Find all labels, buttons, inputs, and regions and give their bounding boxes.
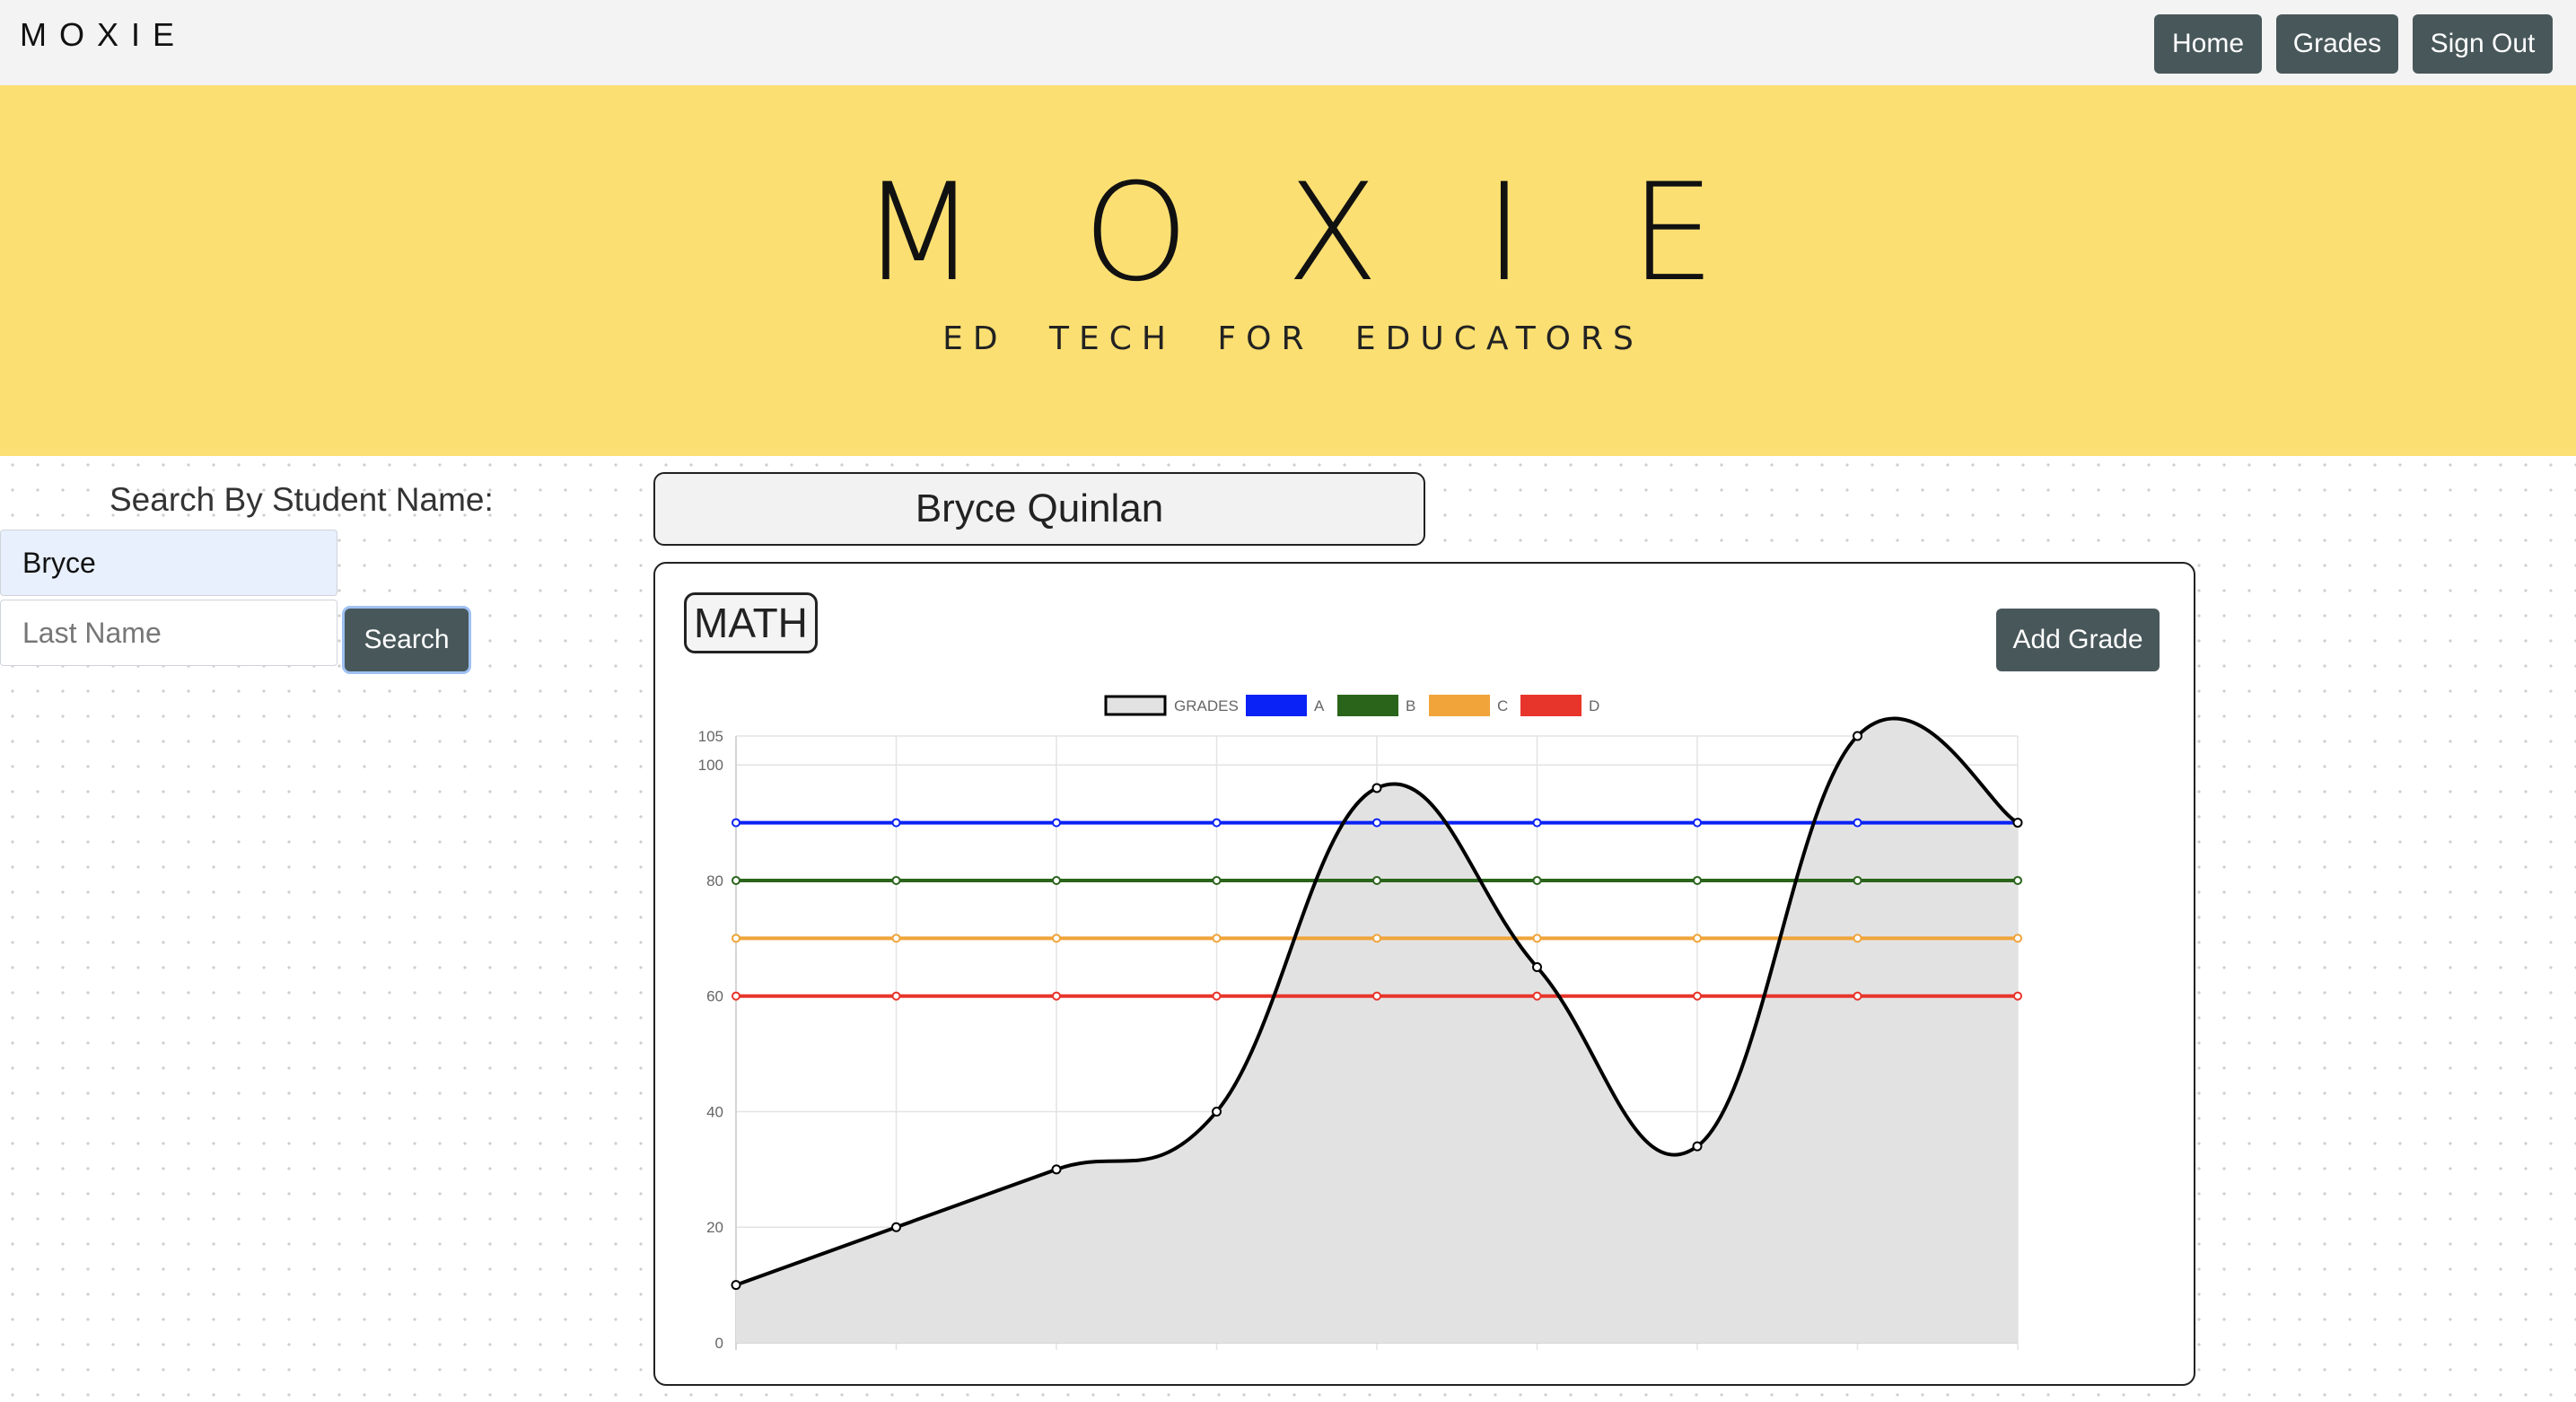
- series-point-c: [1212, 933, 1222, 943]
- search-button[interactable]: Search: [345, 609, 469, 671]
- series-point-c: [1693, 933, 1702, 943]
- grades-point: [1692, 1141, 1703, 1152]
- sign-out-button[interactable]: Sign Out: [2413, 14, 2553, 74]
- series-point-c: [2013, 933, 2022, 943]
- series-point-d: [1532, 991, 1542, 1001]
- grades-point: [2012, 818, 2023, 828]
- subject-label: MATH: [684, 592, 818, 653]
- grades-point: [1371, 783, 1382, 793]
- series-point-c: [732, 933, 740, 943]
- y-tick-label: 40: [706, 1103, 723, 1120]
- series-point-c: [891, 933, 901, 943]
- series-point-d: [732, 991, 740, 1001]
- student-name: Bryce Quinlan: [653, 472, 1425, 546]
- legend-swatch-c: [1429, 695, 1490, 716]
- series-point-a: [1532, 818, 1542, 828]
- series-point-b: [1212, 875, 1222, 885]
- series-point-d: [2013, 991, 2022, 1001]
- nav-brand[interactable]: MOXIE: [20, 16, 188, 53]
- grades-point: [891, 1222, 901, 1232]
- series-point-a: [1853, 818, 1862, 828]
- legend-swatch-a: [1246, 695, 1307, 716]
- series-point-b: [1693, 875, 1702, 885]
- series-point-c: [1853, 933, 1862, 943]
- y-tick-label: 0: [715, 1335, 723, 1352]
- legend-label-c: C: [1497, 697, 1508, 714]
- series-point-d: [1853, 991, 1862, 1001]
- legend-swatch-grades: [1104, 695, 1167, 716]
- series-point-a: [732, 818, 740, 828]
- y-tick-label: 60: [706, 988, 723, 1005]
- grades-chart: 0 20 40 60 80 100 105 GRADES A B C D: [698, 695, 2023, 1352]
- series-point-b: [1372, 875, 1381, 885]
- legend-swatch-b: [1337, 695, 1398, 716]
- grade-card: MATH Add Grade 0 20 40 60 80 100 105 GRADES A B C D: [653, 562, 2195, 1386]
- grades-point: [1051, 1164, 1062, 1175]
- top-navbar: MOXIE Home Grades Sign Out: [0, 0, 2576, 85]
- series-point-d: [1052, 991, 1061, 1001]
- add-grade-button[interactable]: Add Grade: [1996, 609, 2160, 671]
- y-tick-label: 80: [706, 872, 723, 889]
- y-tick-label: 20: [706, 1219, 723, 1236]
- grades-button[interactable]: Grades: [2276, 14, 2398, 74]
- y-tick-label: 100: [698, 757, 723, 774]
- series-point-a: [891, 818, 901, 828]
- hero-logo: MOXIE: [861, 155, 1821, 311]
- series-point-c: [1052, 933, 1061, 943]
- hero-banner: MOXIE ED TECH FOR EDUCATORS: [0, 85, 2576, 456]
- series-point-b: [2013, 875, 2022, 885]
- series-point-c: [1372, 933, 1381, 943]
- grades-area: [736, 718, 2018, 1343]
- last-name-input[interactable]: Last Name: [0, 600, 337, 666]
- legend-swatch-d: [1520, 695, 1582, 716]
- series-point-a: [1372, 818, 1381, 828]
- y-tick-label: 105: [698, 728, 723, 745]
- series-point-a: [1212, 818, 1222, 828]
- hero-tagline: ED TECH FOR EDUCATORS: [942, 320, 1643, 357]
- series-point-b: [891, 875, 901, 885]
- first-name-input[interactable]: Bryce: [0, 530, 337, 596]
- series-point-b: [1532, 875, 1542, 885]
- series-point-d: [1212, 991, 1222, 1001]
- legend-label-b: B: [1406, 697, 1415, 714]
- series-point-b: [1853, 875, 1862, 885]
- grades-line: [735, 716, 2020, 1287]
- series-point-c: [1532, 933, 1542, 943]
- legend-label-grades: GRADES: [1174, 697, 1239, 714]
- series-point-d: [1693, 991, 1702, 1001]
- search-label: Search By Student Name:: [110, 481, 494, 518]
- series-point-a: [1052, 818, 1061, 828]
- legend-label-a: A: [1314, 697, 1325, 714]
- grades-point: [1853, 731, 1862, 741]
- series-point-a: [1693, 818, 1702, 828]
- series-point-d: [1372, 991, 1381, 1001]
- legend-label-d: D: [1589, 697, 1599, 714]
- grades-point: [1212, 1106, 1222, 1117]
- series-point-b: [1052, 875, 1061, 885]
- series-point-b: [732, 875, 740, 885]
- grades-point: [731, 1280, 741, 1291]
- grades-point: [1532, 962, 1542, 973]
- series-point-d: [891, 991, 901, 1001]
- home-button[interactable]: Home: [2154, 14, 2262, 74]
